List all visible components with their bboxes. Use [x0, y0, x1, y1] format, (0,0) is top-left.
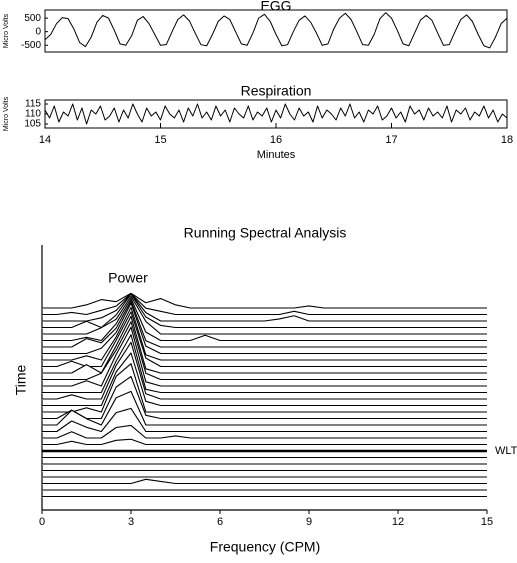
- x-tick-label: 9: [306, 516, 312, 528]
- occlusion-fill: [42, 408, 487, 433]
- occlusion-fill: [42, 425, 487, 439]
- chart-title: Running Spectral Analysis: [184, 225, 347, 241]
- signal-line: [44, 12, 508, 49]
- y-axis-label: Micro Volts: [3, 13, 10, 48]
- spectrum-line: [42, 407, 487, 433]
- x-tick-label: 15: [481, 516, 493, 528]
- y-axis-label: Micro Volts: [3, 96, 10, 131]
- spectrum-line: [42, 334, 487, 394]
- spectrum-line: [42, 297, 487, 342]
- spectrum-line: [42, 293, 487, 329]
- spectrum-line: [42, 352, 487, 407]
- spectrum-line: [42, 311, 487, 368]
- spectrum-line: [42, 424, 487, 439]
- x-tick-label: 0: [39, 516, 45, 528]
- x-tick-label: 17: [385, 134, 397, 146]
- spectrum-line: [42, 300, 487, 348]
- y-tick-label: 110: [25, 109, 41, 120]
- x-axis-label: Frequency (CPM): [210, 539, 320, 555]
- x-tick-label: 6: [217, 516, 223, 528]
- y-tick-label: 115: [25, 99, 41, 110]
- signal-line: [44, 103, 508, 125]
- spectrum-line: [42, 315, 487, 374]
- x-tick-label: 3: [128, 516, 134, 528]
- x-axis-label: Minutes: [257, 149, 296, 161]
- spectrum-line: [42, 341, 487, 400]
- y-tick-label: -500: [21, 40, 41, 51]
- spectrum-line: [42, 478, 487, 485]
- x-tick-label: 18: [501, 134, 513, 146]
- occlusion-fill: [42, 293, 487, 309]
- spectrum-line: [42, 293, 487, 322]
- spectrum-line: [42, 292, 487, 309]
- spectrum-line: [42, 295, 487, 335]
- spectrum-line: [42, 363, 487, 413]
- spectrum-line: [42, 375, 487, 420]
- spectrum-line: [42, 306, 487, 361]
- spectrum-line: [42, 326, 487, 387]
- plot-frame: [44, 9, 508, 53]
- chart-title: Respiration: [241, 83, 312, 99]
- x-tick-label: 14: [39, 134, 51, 146]
- spectrum-line: [42, 292, 487, 316]
- x-tick-label: 12: [392, 516, 404, 528]
- x-tick-label: 15: [154, 134, 166, 146]
- spectrum-line: [42, 302, 487, 355]
- y-tick-label: 0: [35, 26, 41, 37]
- spectrum-line: [42, 438, 487, 446]
- peak-label: Power: [108, 270, 148, 286]
- y-axis-label: Time: [13, 364, 29, 395]
- spectrum-line: [42, 321, 487, 381]
- y-tick-label: 105: [24, 119, 41, 130]
- x-tick-label: 16: [270, 134, 282, 146]
- row-label: WLT: [495, 445, 517, 457]
- spectrum-line: [42, 390, 487, 426]
- chart-title: EGG: [260, 0, 291, 14]
- y-tick-label: 500: [24, 13, 41, 24]
